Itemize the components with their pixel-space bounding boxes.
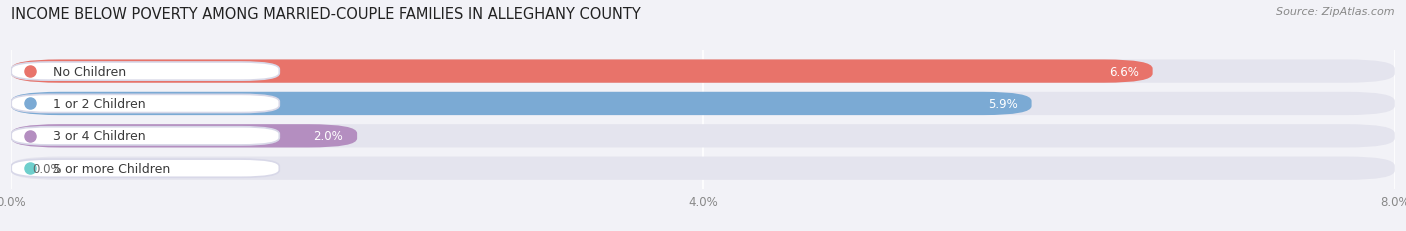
Text: INCOME BELOW POVERTY AMONG MARRIED-COUPLE FAMILIES IN ALLEGHANY COUNTY: INCOME BELOW POVERTY AMONG MARRIED-COUPL…: [11, 7, 641, 22]
FancyBboxPatch shape: [11, 92, 1395, 116]
FancyBboxPatch shape: [11, 127, 280, 145]
Text: 1 or 2 Children: 1 or 2 Children: [53, 97, 145, 110]
FancyBboxPatch shape: [11, 125, 357, 148]
Text: 6.6%: 6.6%: [1109, 65, 1139, 78]
Text: 3 or 4 Children: 3 or 4 Children: [53, 130, 145, 143]
FancyBboxPatch shape: [11, 60, 1153, 83]
Text: 5.9%: 5.9%: [988, 97, 1018, 110]
Text: No Children: No Children: [53, 65, 127, 78]
FancyBboxPatch shape: [11, 125, 1395, 148]
Text: 0.0%: 0.0%: [32, 162, 62, 175]
FancyBboxPatch shape: [11, 60, 1395, 83]
Text: 2.0%: 2.0%: [314, 130, 343, 143]
FancyBboxPatch shape: [11, 159, 280, 177]
FancyBboxPatch shape: [11, 95, 280, 113]
FancyBboxPatch shape: [11, 63, 280, 81]
Text: Source: ZipAtlas.com: Source: ZipAtlas.com: [1277, 7, 1395, 17]
FancyBboxPatch shape: [11, 92, 1032, 116]
Text: 5 or more Children: 5 or more Children: [53, 162, 170, 175]
FancyBboxPatch shape: [11, 157, 1395, 180]
